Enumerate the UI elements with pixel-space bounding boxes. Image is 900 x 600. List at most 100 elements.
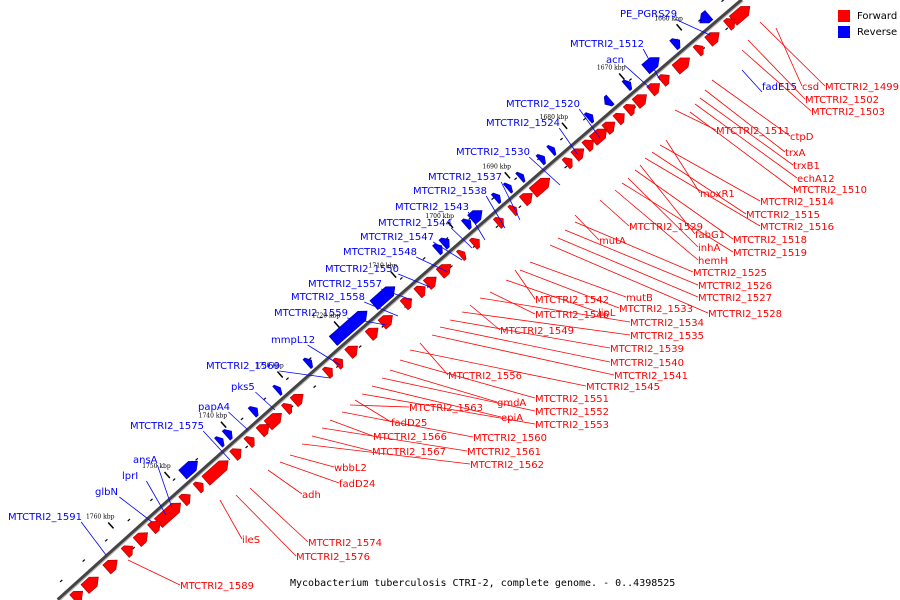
forward-gene-label: ctpD xyxy=(790,132,814,143)
forward-leader-line xyxy=(219,499,243,540)
scale-tick-label: 1740 kbp xyxy=(199,413,228,420)
forward-gene xyxy=(570,148,585,162)
reverse-gene-label: MTCTRI2_1547 xyxy=(360,232,434,243)
reverse-gene-label: pks5 xyxy=(231,382,255,393)
forward-gene-label: MTCTRI2_1546 xyxy=(535,310,609,321)
reverse-gene xyxy=(221,429,233,441)
reverse-leader-line xyxy=(674,18,711,36)
reverse-gene-label: lprI xyxy=(122,471,138,482)
forward-leader-line xyxy=(665,139,701,194)
forward-gene-label: lipL xyxy=(598,308,616,319)
reverse-leader-line xyxy=(467,211,486,241)
reverse-leader-line xyxy=(364,301,399,317)
reverse-gene-label: PE_PGRS29 xyxy=(620,9,677,20)
reverse-gene-label: MTCTRI2_1538 xyxy=(413,186,487,197)
scale-tick-label: 1680 kbp xyxy=(540,114,569,121)
reverse-leader-line xyxy=(381,288,413,301)
minor-tick xyxy=(491,197,495,201)
forward-gene xyxy=(243,436,255,449)
forward-leader-line xyxy=(529,261,627,298)
forward-gene xyxy=(413,285,426,299)
reverse-leader-line xyxy=(119,496,153,523)
forward-leader-line xyxy=(341,411,474,438)
minor-tick xyxy=(313,385,317,389)
reverse-gene-label: ansA xyxy=(133,455,158,466)
forward-leader-line xyxy=(127,559,181,586)
minor-tick xyxy=(514,177,518,181)
reverse-leader-line xyxy=(279,370,331,379)
minor-tick xyxy=(582,117,586,121)
forward-gene-label: fadD24 xyxy=(339,479,375,490)
forward-leader-line xyxy=(574,221,694,273)
reverse-gene xyxy=(178,460,198,480)
reverse-leader-line xyxy=(485,195,506,229)
minor-tick xyxy=(149,498,153,502)
forward-leader-line xyxy=(479,297,631,323)
forward-swatch xyxy=(838,10,850,22)
forward-leader-line xyxy=(775,27,803,87)
reverse-gene xyxy=(467,210,483,225)
forward-gene-label: adh xyxy=(302,490,321,501)
forward-gene xyxy=(153,502,182,529)
forward-gene-label: MTCTRI2_1502 xyxy=(805,95,879,106)
minor-tick xyxy=(127,518,131,522)
forward-leader-line xyxy=(557,237,699,298)
forward-gene xyxy=(255,424,270,438)
forward-gene-label: mutA xyxy=(599,236,626,247)
forward-leader-line xyxy=(409,349,587,387)
reverse-gene xyxy=(247,406,259,418)
forward-gene xyxy=(455,249,467,262)
forward-gene-label: MTCTRI2_1552 xyxy=(535,407,609,418)
forward-leader-line xyxy=(354,399,392,423)
forward-leader-line xyxy=(519,269,620,309)
reverse-gene xyxy=(214,436,225,448)
forward-gene xyxy=(229,448,242,461)
backbone-line xyxy=(56,0,744,600)
forward-gene xyxy=(80,576,99,594)
forward-gene-label: MTCTRI2_1516 xyxy=(760,222,834,233)
reverse-leader-line xyxy=(228,411,249,431)
forward-leader-line xyxy=(279,461,340,484)
minor-tick xyxy=(285,377,289,381)
legend-forward-label: Forward xyxy=(857,10,898,22)
forward-gene-label: epiA xyxy=(501,413,523,424)
forward-leader-line xyxy=(699,97,794,166)
reverse-gene-label: MTCTRI2_1530 xyxy=(456,147,530,158)
forward-leader-line xyxy=(614,189,699,261)
forward-gene-label: MTCTRI2_1553 xyxy=(535,420,609,431)
forward-gene-label: MTCTRI2_1541 xyxy=(614,371,688,382)
reverse-gene xyxy=(669,38,681,51)
scale-tick xyxy=(220,421,227,429)
forward-leader-line xyxy=(381,377,536,412)
minor-tick xyxy=(358,345,362,348)
forward-leader-line xyxy=(741,49,812,112)
forward-gene-label: MTCTRI2_1518 xyxy=(733,235,807,246)
reverse-gene xyxy=(369,286,396,311)
reverse-gene xyxy=(460,218,472,231)
reverse-gene xyxy=(490,192,502,205)
reverse-gene-label: mmpL12 xyxy=(271,335,315,346)
reverse-gene xyxy=(535,153,546,166)
forward-leader-line xyxy=(311,435,373,452)
forward-gene xyxy=(435,264,452,279)
reverse-gene-label: MTCTRI2_1559 xyxy=(274,308,348,319)
minor-tick xyxy=(245,445,249,449)
scale-tick xyxy=(675,23,683,31)
forward-gene-label: wbbL2 xyxy=(334,463,367,474)
forward-gene-label: MTCTRI2_1519 xyxy=(733,248,807,259)
minor-tick xyxy=(721,0,725,3)
forward-gene-label: MTCTRI2_1576 xyxy=(296,552,370,563)
reverse-leader-line xyxy=(255,391,276,411)
forward-gene xyxy=(321,366,333,379)
reverse-gene-label: acn xyxy=(606,55,624,66)
forward-gene xyxy=(507,204,518,217)
forward-leader-line xyxy=(361,393,536,425)
forward-leader-line xyxy=(349,404,410,408)
reverse-leader-line xyxy=(558,127,579,156)
reverse-gene xyxy=(438,237,450,250)
scale-tick xyxy=(618,72,625,81)
forward-gene-label: ileS xyxy=(242,535,260,546)
forward-gene-label: fabG1 xyxy=(695,230,725,241)
